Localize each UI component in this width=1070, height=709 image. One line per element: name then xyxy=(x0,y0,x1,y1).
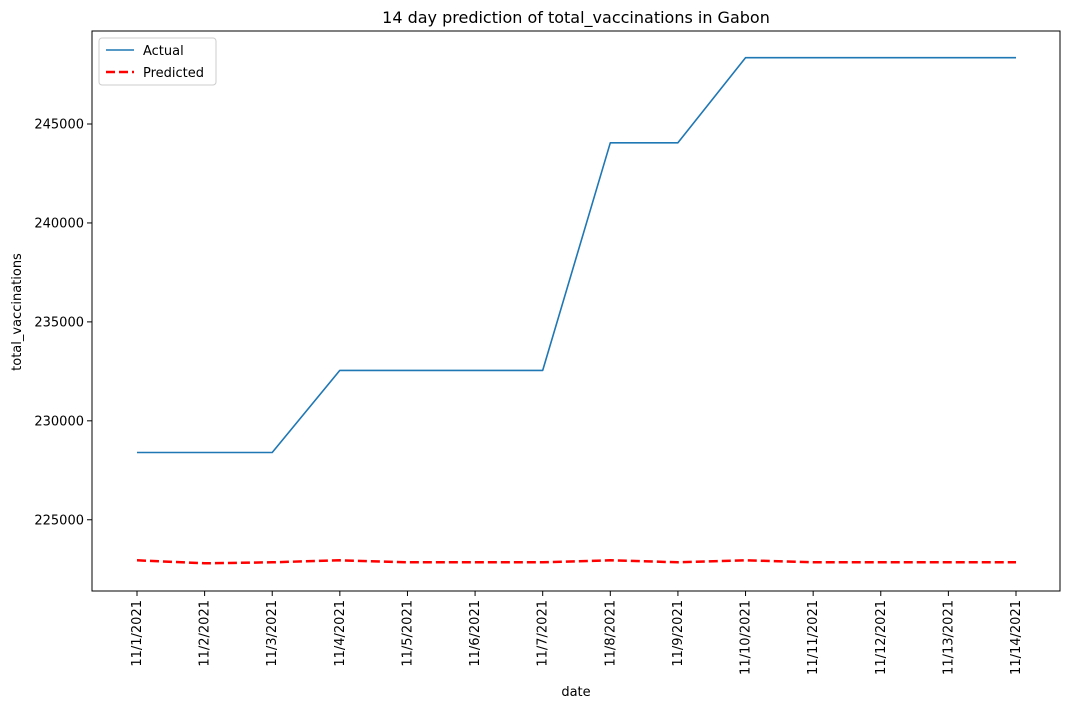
x-tick-label: 11/9/2021 xyxy=(671,600,686,667)
x-axis: 11/1/2021 11/2/2021 11/3/2021 11/4/2021 11/5… xyxy=(130,591,1024,675)
plot-frame xyxy=(91,30,1061,592)
x-tick-label: 11/10/2021 xyxy=(739,600,754,675)
series-line-predicted xyxy=(136,559,1016,565)
x-tick-label: 11/6/2021 xyxy=(468,600,483,667)
x-tick-label: 11/3/2021 xyxy=(265,600,280,667)
x-tick-label: 11/11/2021 xyxy=(806,600,821,675)
x-tick-label: 11/12/2021 xyxy=(874,600,889,675)
x-tick-label: 11/5/2021 xyxy=(400,600,415,667)
y-tick-label: 230000 xyxy=(34,414,84,429)
y-tick-label: 240000 xyxy=(34,216,84,231)
legend: Actual Predicted xyxy=(98,37,217,86)
x-tick-label: 11/14/2021 xyxy=(1009,600,1024,675)
y-axis-label: total_vaccinations xyxy=(10,253,25,371)
x-tick-label: 11/7/2021 xyxy=(536,600,551,667)
x-tick-label: 11/8/2021 xyxy=(603,600,618,667)
series-line-actual xyxy=(137,56,1016,454)
y-tick-label: 235000 xyxy=(34,315,84,330)
x-axis-label: date xyxy=(561,685,590,700)
y-axis: 225000 230000 235000 240000 245000 xyxy=(34,118,92,528)
x-tick-label: 11/2/2021 xyxy=(198,600,213,667)
x-tick-label: 11/1/2021 xyxy=(130,600,145,667)
legend-label-actual: Actual xyxy=(143,44,184,59)
chart-title: 14 day prediction of total_vaccinations … xyxy=(382,8,770,28)
plot-area xyxy=(136,56,1016,565)
legend-label-predicted: Predicted xyxy=(143,66,204,81)
y-tick-label: 225000 xyxy=(34,513,84,528)
x-tick-label: 11/13/2021 xyxy=(941,600,956,675)
x-tick-label: 11/4/2021 xyxy=(333,600,348,667)
y-tick-label: 245000 xyxy=(34,118,84,133)
